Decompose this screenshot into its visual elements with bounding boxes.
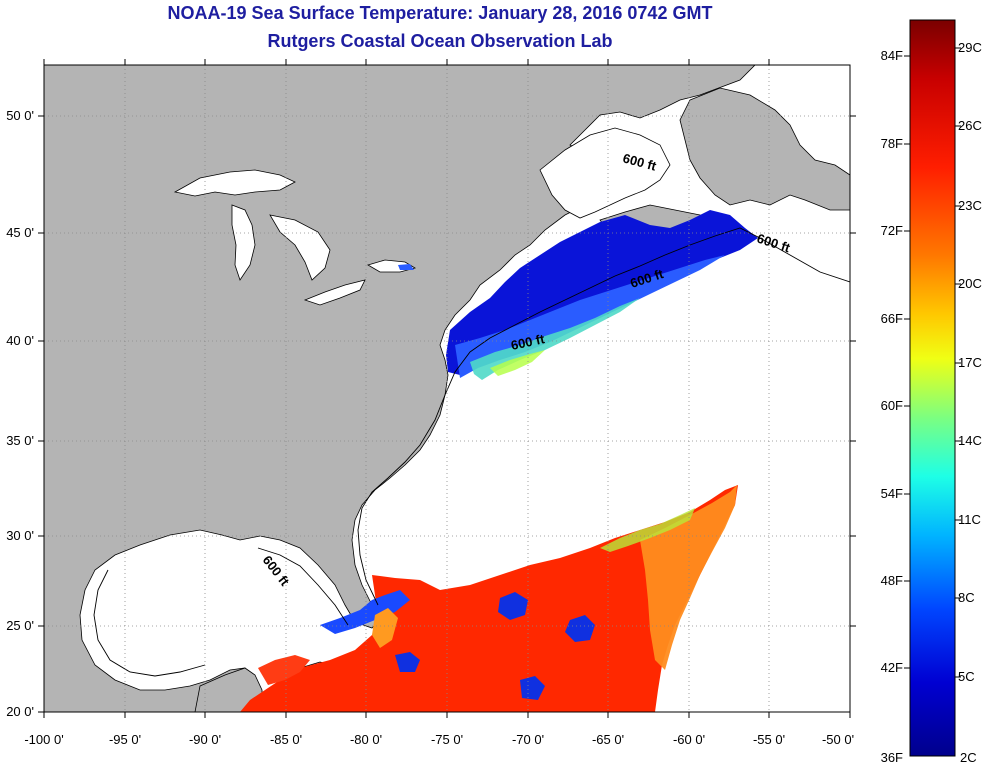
colorbar-f-label: 72F <box>881 223 903 238</box>
colorbar-f-label: 54F <box>881 486 903 501</box>
lake-michigan <box>231 204 256 281</box>
yucatan-land <box>194 667 263 712</box>
colorbar-c-label: 8C <box>958 590 975 605</box>
sst-cold-eddy-4 <box>395 652 420 672</box>
lat-label-25: 25 0' <box>6 618 34 633</box>
map-subtitle: Rutgers Coastal Ocean Observation Lab <box>267 31 613 51</box>
lon-label-95: -95 0' <box>109 732 141 747</box>
lon-label-75: -75 0' <box>431 732 463 747</box>
sst-bahamas-warm <box>372 608 398 648</box>
colorbar-c-label: 2C <box>960 750 977 765</box>
lat-label-30: 30 0' <box>6 528 34 543</box>
map-title: NOAA-19 Sea Surface Temperature: January… <box>167 3 713 23</box>
sst-cold-eddy-3 <box>520 676 545 700</box>
lon-label-85: -85 0' <box>270 732 302 747</box>
sst-yucatan-warm <box>258 655 310 685</box>
colorbar-f-label: 60F <box>881 398 903 413</box>
sst-cold-eddy-2 <box>565 615 595 642</box>
axis-ticks <box>38 59 856 718</box>
sst-south-yellowgreen <box>600 508 695 552</box>
colorbar-c-label: 11C <box>958 512 981 527</box>
bathymetry-contours <box>93 227 850 677</box>
lat-label-50: 50 0' <box>6 108 34 123</box>
colorbar-f-label: 66F <box>881 311 903 326</box>
colorbar-f-label: 42F <box>881 660 903 675</box>
colorbar-c-label: 17C <box>958 355 982 370</box>
lon-label-60: -60 0' <box>673 732 705 747</box>
lat-label-35: 35 0' <box>6 433 34 448</box>
colorbar-c-label: 20C <box>958 276 982 291</box>
lat-label-20: 20 0' <box>6 704 34 719</box>
newfoundland-land <box>679 87 850 211</box>
colorbar-f-label: 84F <box>881 48 903 63</box>
lake-huron <box>269 214 331 281</box>
lon-label-50: -50 0' <box>822 732 854 747</box>
lat-label-45: 45 0' <box>6 225 34 240</box>
sst-lake-ontario <box>398 264 414 270</box>
lon-label-100: -100 0' <box>24 732 63 747</box>
colorbar-ticks <box>904 47 961 678</box>
colorbar-c-label: 23C <box>958 198 982 213</box>
lat-label-40: 40 0' <box>6 333 34 348</box>
lon-label-65: -65 0' <box>592 732 624 747</box>
lon-label-90: -90 0' <box>189 732 221 747</box>
lake-erie <box>303 279 366 306</box>
lon-label-55: -55 0' <box>753 732 785 747</box>
lon-label-80: -80 0' <box>350 732 382 747</box>
sst-northeast-warm <box>490 350 545 376</box>
contour-label-600ft: 600 ft <box>510 331 547 353</box>
colorbar-c-label: 29C <box>958 40 982 55</box>
sst-cold-eddy-1 <box>498 592 528 620</box>
lon-label-70: -70 0' <box>512 732 544 747</box>
temperature-colorbar <box>909 19 956 757</box>
colorbar-f-label: 48F <box>881 573 903 588</box>
colorbar-f-label: 36F <box>881 750 903 765</box>
gulf-st-lawrence <box>539 127 671 219</box>
colorbar-c-label: 26C <box>958 118 982 133</box>
colorbar-c-label: 5C <box>958 669 975 684</box>
colorbar-c-label: 14C <box>958 433 982 448</box>
sst-gulf-shelf-blue <box>320 590 410 634</box>
colorbar-f-label: 78F <box>881 136 903 151</box>
